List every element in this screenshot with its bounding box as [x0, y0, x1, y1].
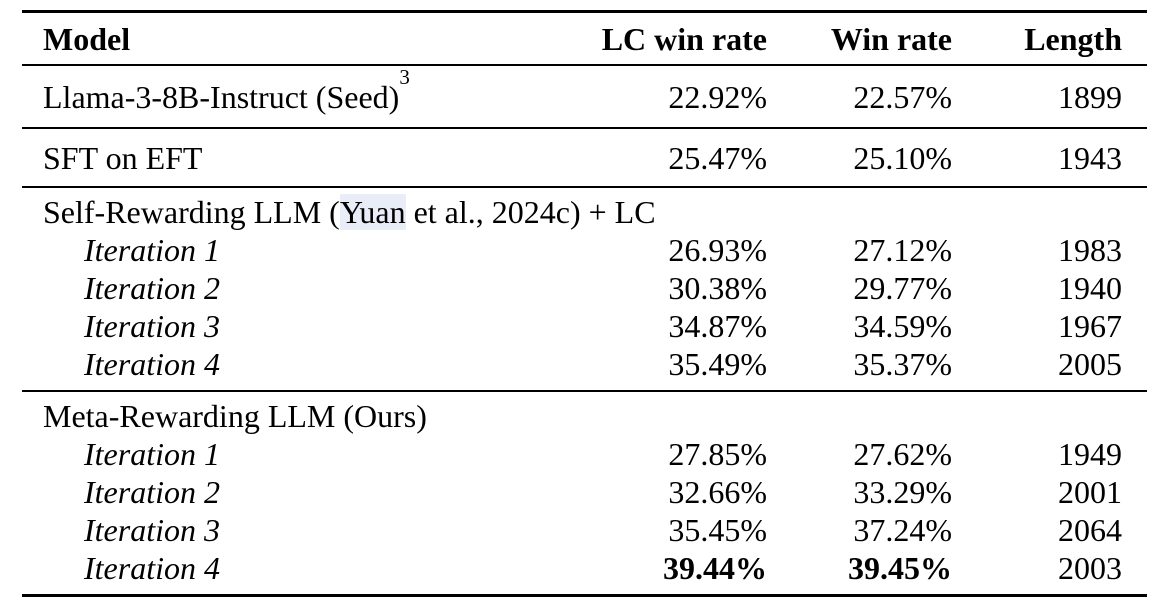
length-cell: 2064 — [1058, 512, 1122, 548]
footnote-marker: 3 — [399, 65, 410, 90]
win-rate-cell: 33.29% — [853, 474, 952, 510]
table-row best-result-row: Iteration 4 39.44% 39.45% 2003 — [22, 549, 1147, 596]
iteration-label: Iteration 4 — [84, 550, 220, 586]
column-header-lc-win-rate: LC win rate — [601, 21, 767, 57]
section-title-suffix: et al., 2024c) + LC — [405, 194, 656, 230]
length-cell: 1967 — [1058, 308, 1122, 344]
lc-win-rate-cell: 35.49% — [668, 346, 767, 382]
citation-link[interactable]: Yuan — [339, 194, 406, 230]
lc-win-rate-cell: 34.87% — [668, 308, 767, 344]
table-row: Iteration 1 27.85% 27.62% 1949 — [22, 435, 1147, 473]
table-header: Model LC win rate Win rate Length — [22, 12, 1147, 66]
length-cell: 1899 — [1058, 79, 1122, 115]
table-row: Llama-3-8B-Instruct (Seed)3 22.92% 22.57… — [22, 65, 1147, 128]
iteration-label: Iteration 2 — [84, 270, 220, 306]
section-title-prefix: Self-Rewarding LLM ( — [43, 194, 340, 230]
win-rate-cell: 34.59% — [853, 308, 952, 344]
win-rate-cell: 27.12% — [853, 232, 952, 268]
win-rate-cell: 22.57% — [853, 79, 952, 115]
results-table: Model LC win rate Win rate Length Llama-… — [22, 10, 1147, 597]
table-header-row: Model LC win rate Win rate Length — [22, 12, 1147, 66]
win-rate-cell: 27.62% — [853, 436, 952, 472]
lc-win-rate-cell-best: 39.44% — [663, 550, 767, 586]
iteration-label: Iteration 3 — [84, 308, 220, 344]
section-title-row: Self-Rewarding LLM (Yuan et al., 2024c) … — [22, 187, 1147, 231]
table-row: SFT on EFT 25.47% 25.10% 1943 — [22, 128, 1147, 187]
lc-win-rate-cell: 25.47% — [668, 140, 767, 176]
win-rate-cell-best: 39.45% — [848, 550, 952, 586]
iteration-label: Iteration 3 — [84, 512, 220, 548]
iteration-label: Iteration 4 — [84, 346, 220, 382]
meta-rewarding-section: Meta-Rewarding LLM (Ours) Iteration 1 27… — [22, 391, 1147, 596]
column-header-win-rate: Win rate — [830, 21, 952, 57]
lc-win-rate-cell: 32.66% — [668, 474, 767, 510]
win-rate-cell: 35.37% — [853, 346, 952, 382]
baseline-section: Llama-3-8B-Instruct (Seed)3 22.92% 22.57… — [22, 65, 1147, 128]
lc-win-rate-cell: 30.38% — [668, 270, 767, 306]
model-cell: SFT on EFT — [43, 140, 203, 176]
lc-win-rate-cell: 35.45% — [668, 512, 767, 548]
section-title-cell: Self-Rewarding LLM (Yuan et al., 2024c) … — [22, 187, 1147, 231]
table-row: Iteration 2 30.38% 29.77% 1940 — [22, 269, 1147, 307]
iteration-label: Iteration 1 — [84, 232, 220, 268]
model-name: Llama-3-8B-Instruct (Seed) — [43, 79, 400, 115]
table-row: Iteration 3 34.87% 34.59% 1967 — [22, 307, 1147, 345]
section-title-cell: Meta-Rewarding LLM (Ours) — [43, 398, 427, 434]
iteration-label: Iteration 2 — [84, 474, 220, 510]
length-cell: 1940 — [1058, 270, 1122, 306]
self-rewarding-section: Self-Rewarding LLM (Yuan et al., 2024c) … — [22, 187, 1147, 391]
length-cell: 1943 — [1058, 140, 1122, 176]
column-header-length: Length — [1024, 21, 1122, 57]
length-cell: 1949 — [1058, 436, 1122, 472]
column-header-model: Model — [43, 21, 131, 57]
win-rate-cell: 37.24% — [853, 512, 952, 548]
section-title-row: Meta-Rewarding LLM (Ours) — [22, 391, 1147, 435]
length-cell: 1983 — [1058, 232, 1122, 268]
model-cell: Llama-3-8B-Instruct (Seed)3 — [22, 65, 547, 128]
table-row: Iteration 1 26.93% 27.12% 1983 — [22, 231, 1147, 269]
win-rate-cell: 25.10% — [853, 140, 952, 176]
lc-win-rate-cell: 27.85% — [668, 436, 767, 472]
lc-win-rate-cell: 22.92% — [668, 79, 767, 115]
table-row: Iteration 2 32.66% 33.29% 2001 — [22, 473, 1147, 511]
length-cell: 2005 — [1058, 346, 1122, 382]
iteration-label: Iteration 1 — [84, 436, 220, 472]
table-row: Iteration 3 35.45% 37.24% 2064 — [22, 511, 1147, 549]
table-row: Iteration 4 35.49% 35.37% 2005 — [22, 345, 1147, 391]
lc-win-rate-cell: 26.93% — [668, 232, 767, 268]
sft-section: SFT on EFT 25.47% 25.10% 1943 — [22, 128, 1147, 187]
win-rate-cell: 29.77% — [853, 270, 952, 306]
length-cell: 2001 — [1058, 474, 1122, 510]
length-cell: 2003 — [1058, 550, 1122, 586]
